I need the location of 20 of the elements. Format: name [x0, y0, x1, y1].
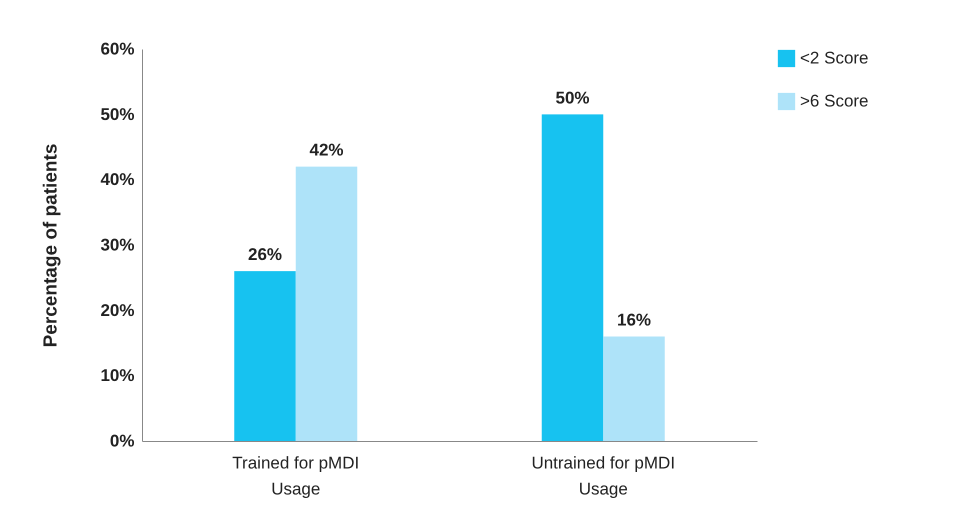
text: 16%: [616, 310, 652, 330]
y-tick-label: 50%: [100, 104, 134, 124]
y-tick-label: 20%: [100, 300, 134, 320]
bar: [296, 166, 358, 441]
bar: [234, 271, 296, 441]
bar: [542, 114, 604, 441]
text: 50%: [555, 88, 590, 108]
y-tick-label: 30%: [100, 236, 134, 254]
y-tick-label: 0%: [110, 432, 134, 450]
y-tick-label: 10%: [100, 366, 134, 386]
bar: [603, 336, 665, 441]
text: 42%: [309, 140, 344, 160]
legend-label: >6 Score: [800, 92, 869, 110]
y-tick-label: 40%: [100, 170, 134, 190]
x-tick-label: Untrained for pMDI Usage: [531, 454, 676, 498]
legend-label: <2 Score: [800, 48, 869, 68]
x-tick-label: Trained for pMDI Usage: [232, 454, 360, 498]
y-tick-label: 60%: [100, 40, 134, 58]
text: 26%: [248, 245, 282, 264]
y-axis-title: Percentage of patients: [40, 144, 62, 348]
